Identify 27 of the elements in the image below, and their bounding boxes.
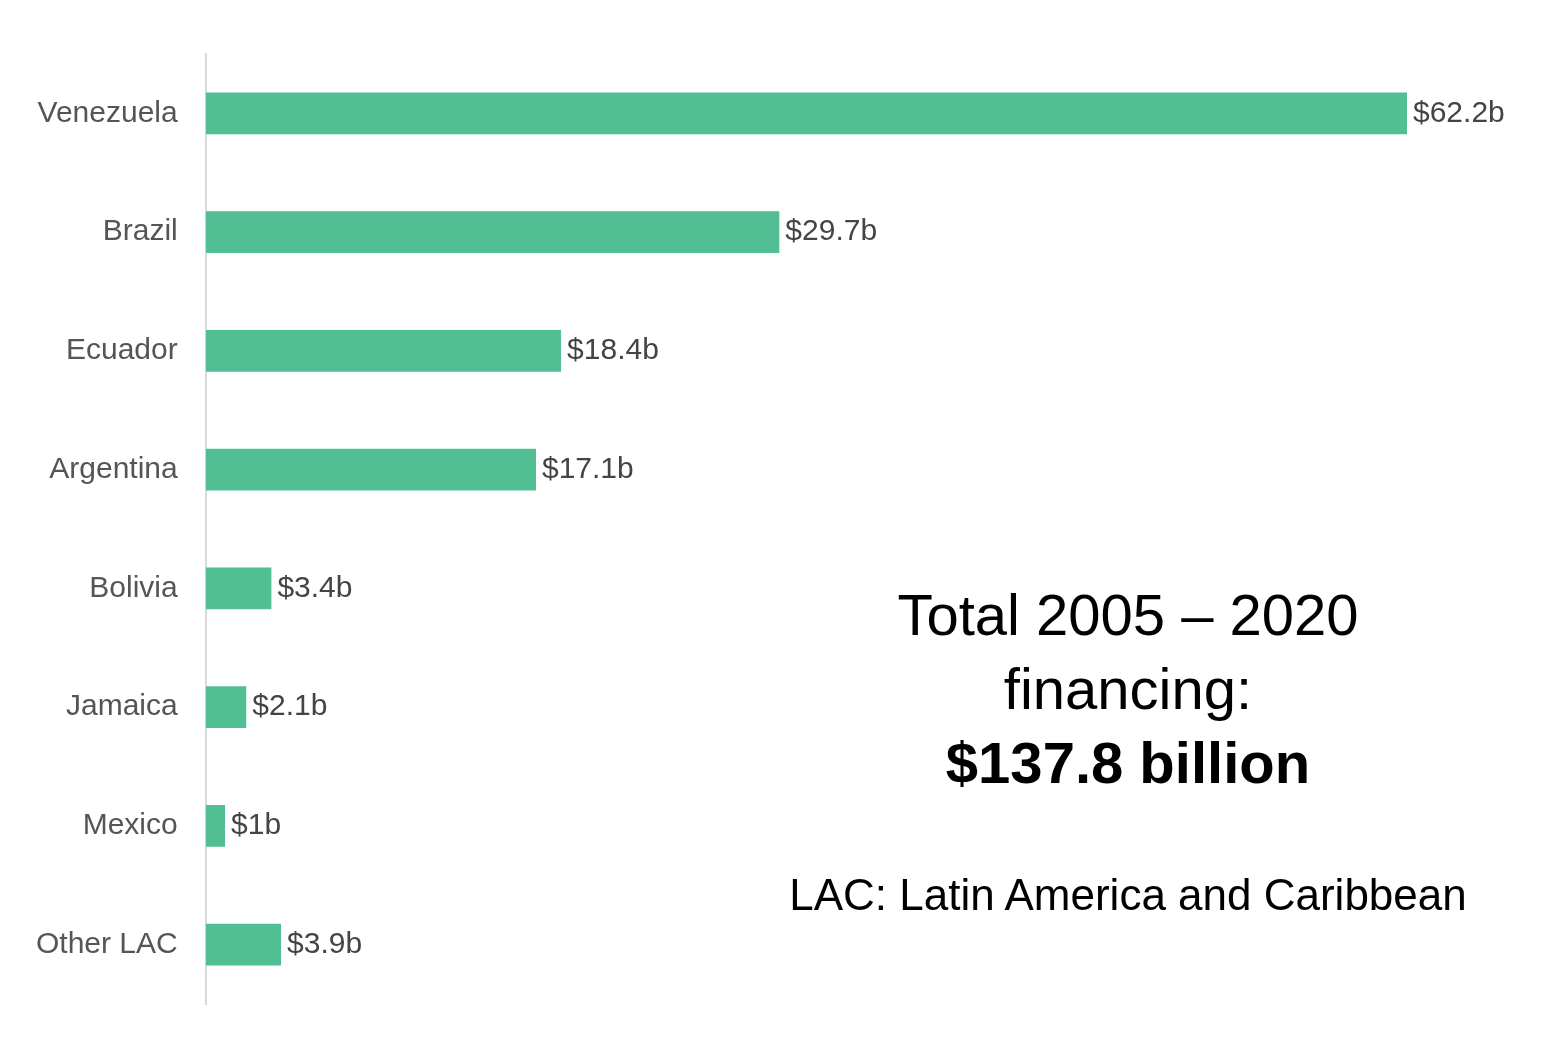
y-tick-label: Mexico xyxy=(82,807,178,841)
y-tick-label: Brazil xyxy=(102,213,178,247)
bar xyxy=(205,448,536,491)
y-tick-label: Jamaica xyxy=(66,688,179,722)
y-tick-label: Ecuador xyxy=(65,332,178,366)
y-tick-label: Venezuela xyxy=(37,94,179,128)
y-tick-label: Other LAC xyxy=(35,925,178,959)
data-label: $3.9b xyxy=(287,925,363,959)
data-label: $17.1b xyxy=(541,450,634,484)
bar xyxy=(205,567,272,610)
bar xyxy=(205,211,780,253)
annotation: Total 2005 – 2020 financing: xyxy=(896,581,1360,723)
annotation: LAC: Latin America and Caribbean xyxy=(788,870,1468,920)
bar xyxy=(205,805,226,847)
bar xyxy=(205,330,562,372)
bar xyxy=(205,686,247,728)
data-label: $1b xyxy=(231,807,282,841)
data-label: $18.4b xyxy=(567,332,659,366)
bar xyxy=(205,92,1407,135)
y-tick-label: Argentina xyxy=(49,450,179,484)
data-label: $2.1b xyxy=(252,688,328,722)
bar xyxy=(205,923,282,966)
y-tick-label: Bolivia xyxy=(89,569,179,603)
data-label: $3.4b xyxy=(277,569,353,603)
data-label: $29.7b xyxy=(785,213,878,247)
annotation: $137.8 billion xyxy=(944,729,1312,797)
data-label: $62.2b xyxy=(1413,94,1505,128)
